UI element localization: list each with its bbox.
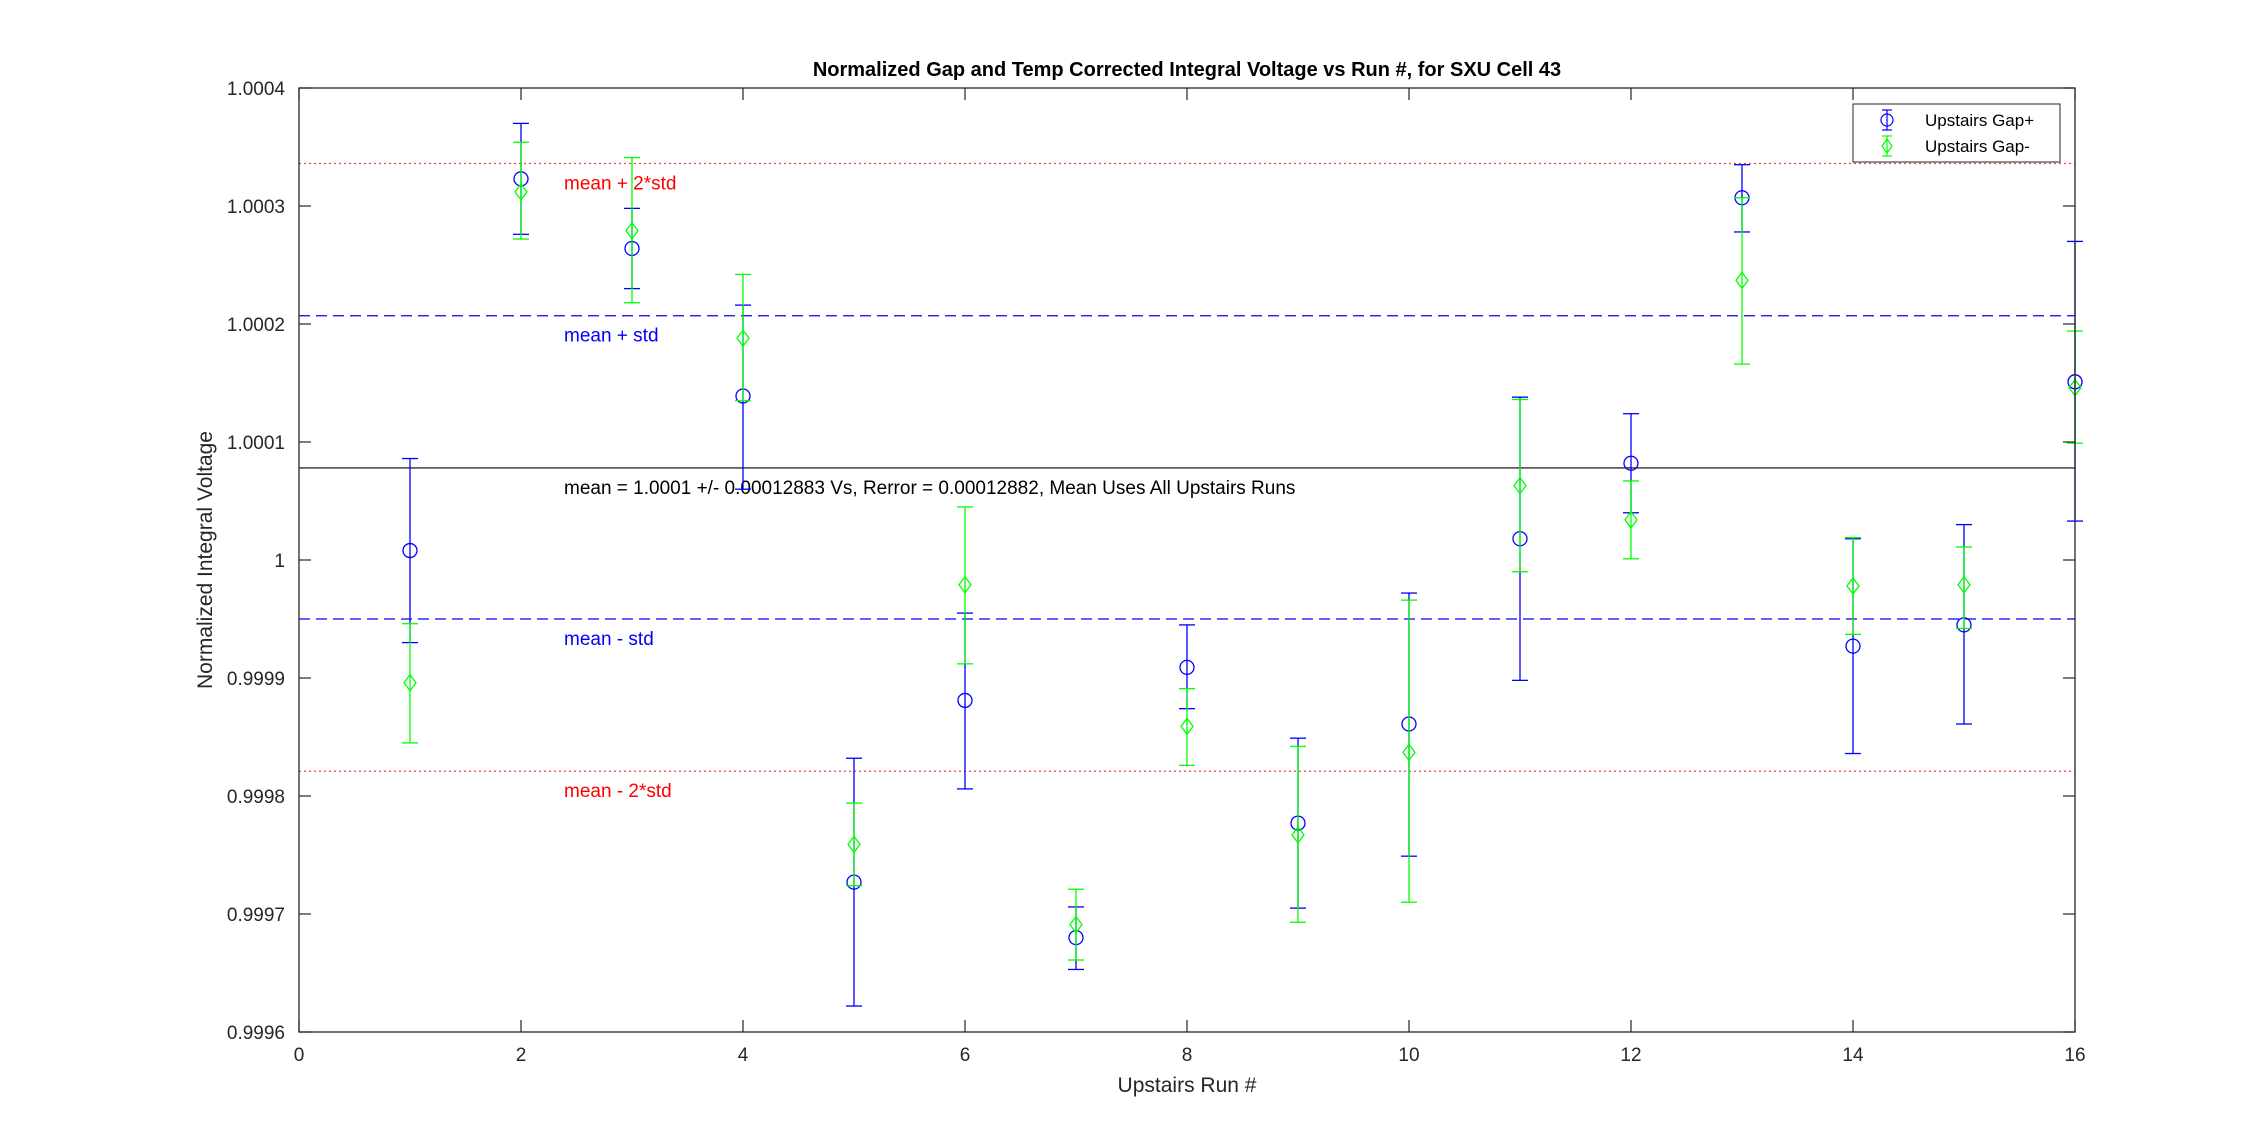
data-point	[1957, 575, 1971, 594]
data-point	[736, 329, 750, 348]
reference-lines: mean + 2*std mean + std mean = 1.0001 +/- …	[299, 162, 2075, 802]
data-point	[403, 673, 417, 692]
data-point	[1735, 271, 1749, 290]
mean-plus-std-label: mean + std	[564, 326, 659, 347]
plot-area	[299, 88, 2075, 1032]
mean-minus-std-label: mean - std	[564, 629, 654, 650]
y-tick-label: 1.0004	[227, 79, 286, 100]
mean-minus-2std-label: mean - 2*std	[564, 781, 672, 802]
legend-label: Upstairs Gap-	[1925, 137, 2030, 156]
x-tick-label: 0	[294, 1045, 305, 1066]
data-point	[1291, 825, 1305, 845]
y-tick-label: 0.9999	[227, 669, 285, 690]
data-point	[1179, 659, 1195, 676]
data-point	[1624, 510, 1638, 529]
y-tick-label: 1.0001	[227, 433, 285, 454]
x-axis-label: Upstairs Run #	[1118, 1074, 1257, 1097]
x-tick-label: 6	[960, 1045, 971, 1066]
data-point	[625, 221, 639, 240]
legend-marker	[1880, 113, 1894, 127]
data-point	[1180, 717, 1194, 736]
y-tick-label: 1.0002	[227, 315, 285, 336]
x-tick-label: 10	[1398, 1045, 1419, 1066]
data-point	[957, 692, 973, 709]
y-tick-label: 1	[274, 551, 285, 572]
data-point	[1069, 915, 1083, 934]
y-tick-label: 1.0003	[227, 197, 285, 218]
data-point	[402, 542, 418, 559]
legend-marker	[1881, 137, 1893, 155]
mean-plus-2std-label: mean + 2*std	[564, 174, 677, 195]
data-point	[514, 182, 528, 201]
y-tick-label: 0.9996	[227, 1023, 285, 1044]
data-point	[1845, 638, 1861, 654]
chart-title: Normalized Gap and Temp Corrected Integr…	[813, 59, 1561, 81]
data-point	[847, 835, 861, 854]
y-tick-label: 0.9997	[227, 905, 285, 926]
data-point	[958, 575, 972, 594]
data-point	[1402, 743, 1416, 762]
data-point	[1513, 476, 1527, 495]
data-point	[1623, 455, 1639, 471]
legend: Upstairs Gap+ Upstairs Gap-	[1852, 103, 2061, 163]
x-tick-label: 4	[738, 1045, 749, 1066]
axes: 0 2 4 6 8 10 12 14 16 0.9996 0.9997 0.9998 0.9999 1 1.…	[227, 79, 2086, 1066]
mean-label: mean = 1.0001 +/- 0.00012883 Vs, Rerror …	[564, 478, 1295, 499]
data-point	[1846, 576, 1860, 596]
y-axis-label: Normalized Integral Voltage	[194, 431, 217, 689]
x-tick-label: 12	[1620, 1045, 1641, 1066]
x-tick-label: 14	[1842, 1045, 1864, 1066]
legend-label: Upstairs Gap+	[1925, 111, 2034, 130]
x-tick-label: 16	[2064, 1045, 2085, 1066]
y-tick-label: 0.9998	[227, 787, 285, 808]
x-tick-label: 2	[516, 1045, 527, 1066]
x-tick-label: 8	[1182, 1045, 1193, 1066]
